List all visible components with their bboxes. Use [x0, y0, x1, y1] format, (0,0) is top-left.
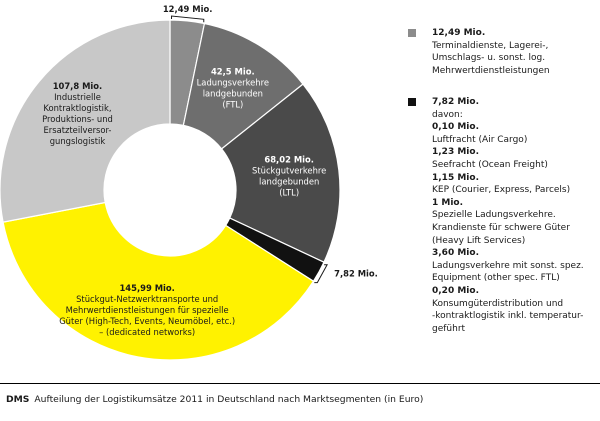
- legend-sub-item-text: Krandienste für schwere Güter: [432, 222, 570, 233]
- slice-text-ltl: landgebunden: [259, 177, 319, 187]
- slice-ltl: [220, 83, 341, 264]
- legend-sub-item-text: Seefracht (Ocean Freight): [432, 159, 548, 170]
- legend-sub-item-text: geführt: [432, 323, 466, 334]
- slice-text-netzwerk: Stückgut-Netzwerktransporte und: [76, 294, 218, 304]
- slice-label-sonstige: 7,82 Mio.: [334, 269, 378, 279]
- legend-sub-item-text: KEP (Courier, Express, Parcels): [432, 185, 571, 196]
- legend-swatch-sonstige: [408, 98, 416, 106]
- legend-sonstige-value: 7,82 Mio.: [432, 97, 479, 107]
- legend-sub-item-text: (Heavy Lift Services): [432, 235, 526, 246]
- legend-sub-item-text: Konsumgüterdistribution und: [432, 298, 564, 309]
- slice-text-ftl: Ladungsverkehre: [197, 77, 269, 87]
- slice-label-terminal: 12,49 Mio.: [163, 4, 213, 14]
- slice-text-ftl: landgebunden: [203, 88, 263, 98]
- bracket-sonstige: [314, 264, 328, 284]
- slice-text-ftl: (FTL): [222, 99, 243, 109]
- legend-swatch-terminal: [408, 29, 416, 37]
- slice-text-kontrakt: Ersatzteilversor-: [43, 125, 111, 135]
- legend-terminal-line-1: Terminaldienste, Lagerei-,: [432, 40, 549, 51]
- legend-sub-item-text: -kontraktlogistik inkl. temperatur-: [432, 311, 584, 322]
- caption-source: DMS: [6, 394, 30, 405]
- slice-text-ltl: (LTL): [279, 188, 299, 198]
- legend-sub-item-value: 0,10 Mio.: [432, 122, 479, 133]
- legend-sub-item-value: 1,23 Mio.: [432, 147, 479, 158]
- legend-sonstige-intro: davon:: [432, 109, 463, 120]
- legend-terminal-line-3: Mehrwertdienstleistungen: [432, 65, 550, 76]
- legend-terminal-value: 12,49 Mio.: [432, 28, 486, 38]
- slice-text-kontrakt: Produktions- und: [42, 114, 113, 124]
- legend-sub-item-value: 1,15 Mio.: [432, 172, 479, 183]
- legend-sub-item-value: 3,60 Mio.: [432, 248, 479, 259]
- slice-label-ltl: 68,02 Mio. Stückgutverkehre landgebunden (L…: [252, 155, 326, 198]
- legend-sub-item-value: 1 Mio.: [432, 197, 464, 208]
- donut-chart: 12,49 Mio.42,5 Mio. Ladungsverkehre landge…: [0, 4, 378, 361]
- legend-sub-item-text: Spezielle Ladungsverkehre.: [432, 210, 556, 221]
- legend-terminal-line-2: Umschlags- u. sonst. log.: [432, 53, 546, 64]
- slice-text-kontrakt: Kontraktlogistik,: [43, 103, 111, 113]
- footer-rule: [0, 383, 600, 384]
- legend-sub-item-text: Luftfracht (Air Cargo): [432, 134, 528, 145]
- slice-text-kontrakt: gungslogistik: [50, 136, 106, 146]
- legend-sub-item-value: 0,20 Mio.: [432, 285, 479, 296]
- bracket-terminal: [171, 15, 205, 23]
- slice-label-ftl: 42,5 Mio. Ladungsverkehre landgebunden (FTL…: [197, 66, 269, 109]
- caption-text: Aufteilung der Logistikumsätze 2011 in D…: [34, 394, 424, 405]
- slice-value-kontrakt: 107,8 Mio.: [53, 81, 103, 91]
- slice-text-netzwerk: Mehrwertdienstleistungen für spezielle: [66, 305, 229, 315]
- slice-text-ltl: Stückgutverkehre: [252, 166, 326, 176]
- slice-value-netzwerk: 145,99 Mio.: [119, 283, 174, 293]
- slice-value-ltl: 68,02 Mio.: [264, 155, 314, 165]
- slice-text-netzwerk: – (dedicated networks): [99, 327, 195, 337]
- slice-label-kontrakt: 107,8 Mio. Industrielle Kontraktlogistik, P…: [42, 81, 113, 146]
- legend-sub-item-text: Equipment (other spec. FTL): [432, 273, 560, 284]
- legend-sub-item-text: Ladungsverkehre mit sonst. spez.: [432, 260, 584, 271]
- chart-caption: DMS Aufteilung der Logistikumsätze 2011 i…: [6, 394, 423, 405]
- slice-value-ftl: 42,5 Mio.: [211, 66, 255, 76]
- slice-kontrakt: [0, 19, 171, 223]
- slice-label-netzwerk: 145,99 Mio. Stückgut-Netzwerktransporte u…: [59, 283, 235, 337]
- slice-text-kontrakt: Industrielle: [54, 92, 101, 102]
- slice-text-netzwerk: Güter (High-Tech, Events, Neumöbel, etc.…: [59, 316, 235, 326]
- slice-netzwerk: [2, 201, 315, 361]
